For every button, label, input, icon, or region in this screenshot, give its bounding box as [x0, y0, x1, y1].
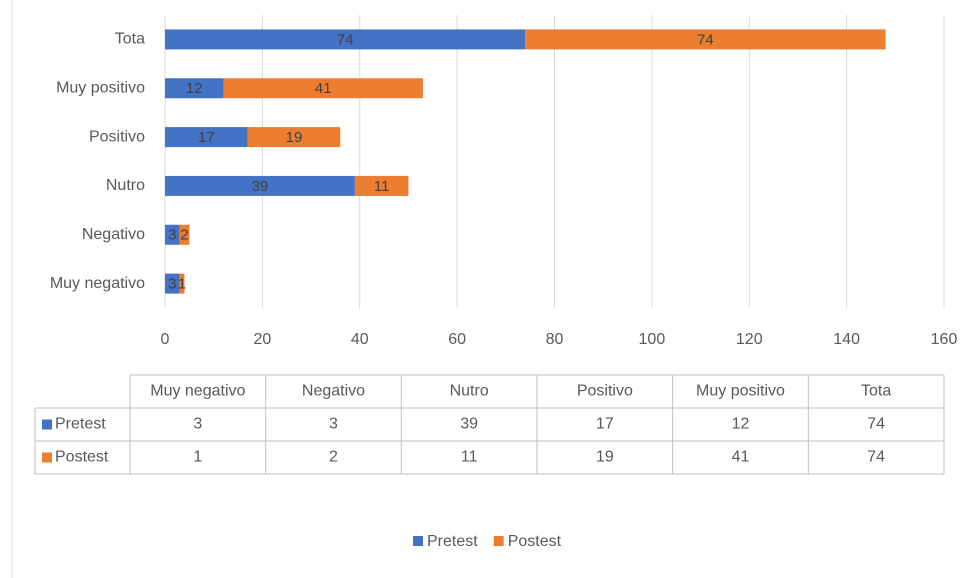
data-label: 1: [178, 276, 186, 293]
legend-label: Pretest: [427, 533, 478, 550]
bar-segment: [165, 78, 224, 99]
table-cell: 17: [596, 416, 614, 433]
x-tick-label: 100: [639, 331, 666, 348]
y-tick-label: Tota: [115, 31, 145, 48]
data-label: 17: [198, 129, 215, 146]
table-header: Negativo: [302, 383, 365, 400]
bar-segment: [165, 29, 526, 50]
legend-key: [413, 536, 423, 546]
data-label: 74: [337, 31, 354, 48]
x-tick-label: 60: [448, 331, 466, 348]
table-cell: 3: [193, 416, 202, 433]
table-header: Muy negativo: [150, 383, 245, 400]
legend-key: [493, 536, 504, 546]
data-label: 74: [697, 31, 714, 48]
y-tick-label: Positivo: [89, 128, 145, 145]
data-label: 39: [252, 178, 269, 195]
bar-segment: [247, 127, 341, 148]
bar-segment: [165, 175, 355, 196]
bar-segment: [179, 273, 185, 294]
y-tick-label: Muy negativo: [50, 275, 145, 292]
bar-segment: [525, 29, 886, 50]
table-cell: 41: [732, 449, 750, 466]
x-tick-label: 120: [736, 331, 763, 348]
bar-segment: [179, 224, 190, 245]
data-label: 41: [315, 80, 332, 97]
data-label: 19: [286, 129, 303, 146]
x-tick-label: 20: [253, 331, 271, 348]
table-cell: 74: [867, 416, 885, 433]
table-cell: 74: [867, 449, 885, 466]
bar-segment: [165, 224, 180, 245]
bar-segment: [165, 127, 248, 148]
table-cell: 11: [461, 449, 478, 466]
table-cell: 39: [460, 416, 478, 433]
bar-segment: [165, 273, 180, 294]
table-row-label: Postest: [55, 449, 109, 466]
table-cell: 1: [193, 449, 202, 466]
table-cell: 2: [329, 449, 338, 466]
data-label: 2: [180, 227, 188, 244]
table-cell: 3: [329, 416, 338, 433]
bar-segment: [354, 175, 409, 196]
x-tick-label: 140: [833, 331, 860, 348]
y-tick-label: Negativo: [82, 226, 145, 243]
y-tick-label: Nutro: [106, 177, 145, 194]
table-header: Muy positivo: [696, 383, 785, 400]
data-label: 12: [186, 80, 203, 97]
table-legend-key: [42, 419, 52, 430]
bar-segment: [223, 78, 424, 99]
table-legend-key: [42, 452, 52, 463]
table-header: Tota: [861, 383, 891, 400]
x-tick-label: 0: [161, 331, 170, 348]
y-tick-label: Muy positivo: [56, 79, 145, 96]
table-row-label: Pretest: [55, 416, 106, 433]
data-label: 3: [168, 276, 176, 293]
data-label: 3: [168, 227, 176, 244]
table-header: Positivo: [577, 383, 633, 400]
x-tick-label: 80: [546, 331, 564, 348]
legend-label: Postest: [508, 533, 562, 550]
table-header: Nutro: [450, 383, 489, 400]
table-cell: 12: [732, 416, 750, 433]
x-tick-label: 40: [351, 331, 369, 348]
x-tick-label: 160: [931, 331, 958, 348]
table-cell: 19: [596, 449, 614, 466]
data-label: 11: [374, 178, 390, 195]
